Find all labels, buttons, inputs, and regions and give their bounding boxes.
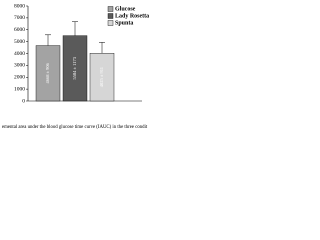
page: {"chart_data": {"type": "bar", "caption"…	[0, 0, 150, 150]
y-tick-label: 7000	[14, 15, 25, 21]
value-label: 4025 ± 911	[99, 67, 104, 87]
caption: emental area under the blood glucose tim…	[2, 125, 148, 130]
y-tick-label: 8000	[14, 3, 25, 9]
error-bar	[72, 21, 78, 36]
y-tick-label: 3000	[14, 63, 25, 69]
y-tick-label: 1000	[14, 86, 25, 92]
y-tick-label: 5000	[14, 39, 25, 45]
error-bar	[45, 34, 51, 46]
legend-swatch	[107, 20, 114, 26]
bar	[89, 53, 115, 102]
y-tick-label: 4000	[14, 51, 25, 57]
bar	[62, 35, 88, 102]
y-tick-label: 0	[22, 98, 25, 104]
bar	[35, 45, 61, 102]
y-tick-label: 6000	[14, 27, 25, 33]
legend-label: Lady Rosetta	[115, 13, 149, 19]
legend-swatch	[107, 6, 114, 12]
legend-label: Spunta	[115, 20, 133, 26]
chart: emental area under the blood glucose tim…	[2, 3, 149, 130]
value-label: 5504 ± 1173	[72, 56, 77, 79]
legend-label: Glucose	[115, 6, 136, 12]
y-tick-label: 2000	[14, 75, 25, 81]
error-bar	[99, 42, 105, 54]
value-label: 4668 ± 906	[45, 62, 50, 83]
legend-swatch	[107, 13, 114, 19]
